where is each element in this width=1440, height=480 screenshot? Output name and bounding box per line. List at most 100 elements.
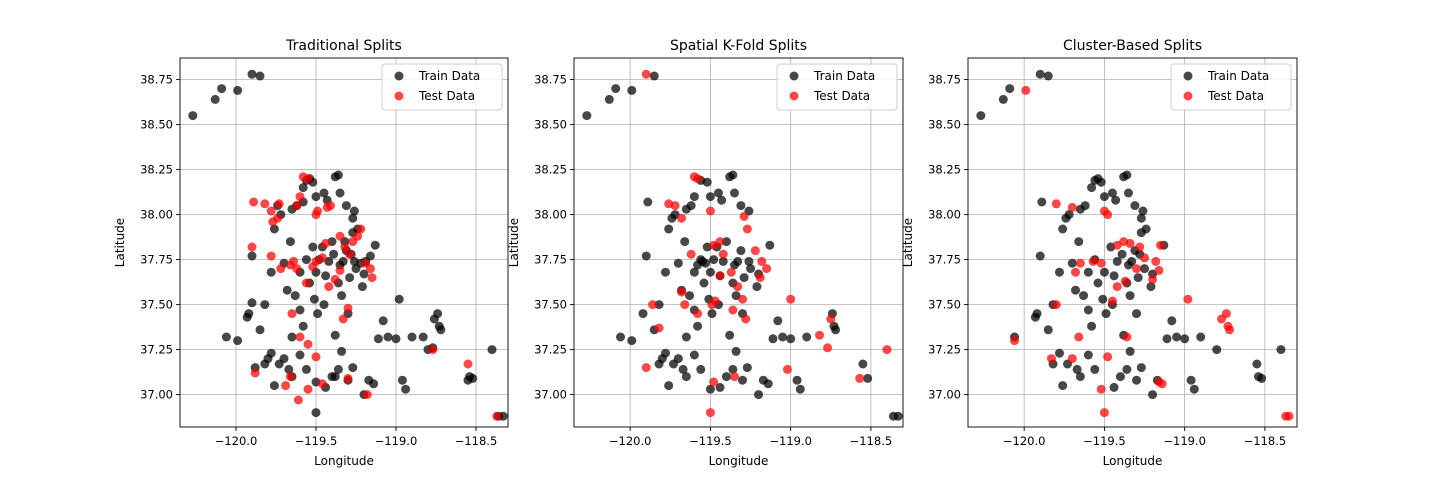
- data-point: [826, 314, 836, 324]
- data-point: [295, 192, 305, 202]
- series-test: [641, 69, 892, 418]
- data-point: [1099, 267, 1109, 277]
- legend-marker: [789, 71, 799, 81]
- data-point: [731, 346, 741, 356]
- x-tick-label: −119.5: [689, 434, 732, 448]
- data-point: [1154, 265, 1164, 275]
- x-tick-label: −118.5: [455, 434, 498, 448]
- data-point: [269, 381, 279, 391]
- data-point: [463, 359, 473, 369]
- legend-box: [776, 63, 898, 111]
- data-point: [677, 213, 687, 223]
- data-point: [1122, 332, 1132, 342]
- data-point: [733, 256, 743, 266]
- data-point: [648, 300, 658, 310]
- data-point: [1088, 256, 1098, 266]
- y-tick-label: 37.75: [534, 253, 567, 267]
- data-point: [709, 377, 719, 387]
- data-point: [269, 224, 279, 234]
- data-point: [1117, 249, 1127, 259]
- data-point: [407, 332, 417, 342]
- data-point: [678, 364, 688, 374]
- data-point: [1162, 334, 1172, 344]
- y-tick-label: 37.25: [534, 343, 567, 357]
- data-point: [1054, 267, 1064, 277]
- y-tick-label: 38.00: [534, 208, 567, 222]
- data-point: [693, 174, 703, 184]
- data-point: [654, 323, 664, 333]
- data-point: [762, 264, 772, 274]
- legend-label: Train Data: [813, 69, 875, 83]
- legend-label: Train Data: [1207, 69, 1269, 83]
- axes-frame: [967, 57, 1298, 428]
- data-point: [1151, 256, 1161, 266]
- data-point: [627, 85, 637, 95]
- data-point: [1221, 309, 1231, 319]
- data-point: [233, 85, 243, 95]
- data-point: [686, 249, 696, 259]
- data-point: [1107, 188, 1117, 198]
- data-point: [1225, 325, 1235, 335]
- data-point: [701, 258, 711, 268]
- data-point: [705, 267, 715, 277]
- data-point: [287, 309, 297, 319]
- data-point: [638, 309, 648, 319]
- data-point: [276, 264, 286, 274]
- data-point: [1087, 183, 1097, 193]
- data-point: [707, 300, 717, 310]
- data-point: [279, 354, 289, 364]
- data-point: [604, 94, 614, 104]
- data-point: [702, 177, 712, 187]
- data-point: [831, 325, 841, 335]
- data-point: [709, 240, 719, 250]
- data-point: [1115, 372, 1125, 382]
- data-point: [338, 256, 348, 266]
- data-point: [274, 199, 284, 209]
- data-point: [1096, 177, 1106, 187]
- x-tick-label: −119.0: [769, 434, 812, 448]
- data-point: [616, 332, 626, 342]
- data-point: [1148, 390, 1158, 400]
- data-point: [685, 291, 695, 301]
- y-tick-label: 37.00: [534, 388, 567, 402]
- axes-frame: [179, 57, 509, 428]
- data-point: [338, 314, 348, 324]
- y-tick-label: 38.25: [928, 163, 961, 177]
- data-point: [795, 384, 805, 394]
- data-point: [321, 238, 331, 248]
- data-point: [721, 237, 731, 247]
- y-tick-label: 38.50: [534, 118, 567, 132]
- data-point: [370, 240, 380, 250]
- data-point: [1252, 359, 1262, 369]
- data-point: [319, 188, 329, 198]
- data-point: [733, 282, 743, 292]
- data-point: [976, 111, 986, 121]
- data-point: [383, 332, 393, 342]
- data-point: [1005, 84, 1015, 94]
- data-point: [858, 359, 868, 369]
- data-point: [293, 395, 303, 405]
- data-point: [340, 242, 350, 252]
- data-point: [1257, 373, 1267, 383]
- data-point: [736, 246, 746, 256]
- data-point: [1276, 345, 1286, 355]
- data-point: [1093, 278, 1103, 288]
- data-point: [1120, 276, 1130, 286]
- data-point: [373, 334, 383, 344]
- data-point: [1051, 300, 1061, 310]
- y-tick-label: 38.50: [140, 118, 173, 132]
- data-point: [247, 69, 257, 79]
- data-point: [498, 411, 508, 421]
- x-axis-label: Longitude: [314, 454, 374, 468]
- data-point: [329, 249, 339, 259]
- data-point: [359, 269, 369, 279]
- data-point: [330, 330, 340, 340]
- chart-panel-3: −120.0 −119.5 −119.0 −118.5 37.00 37.25 37.50 3…: [901, 38, 1298, 468]
- data-point: [667, 213, 677, 223]
- data-point: [746, 264, 756, 274]
- data-point: [397, 375, 407, 385]
- data-point: [728, 305, 738, 315]
- data-point: [773, 316, 783, 326]
- data-point: [670, 201, 680, 211]
- series-test: [247, 172, 502, 421]
